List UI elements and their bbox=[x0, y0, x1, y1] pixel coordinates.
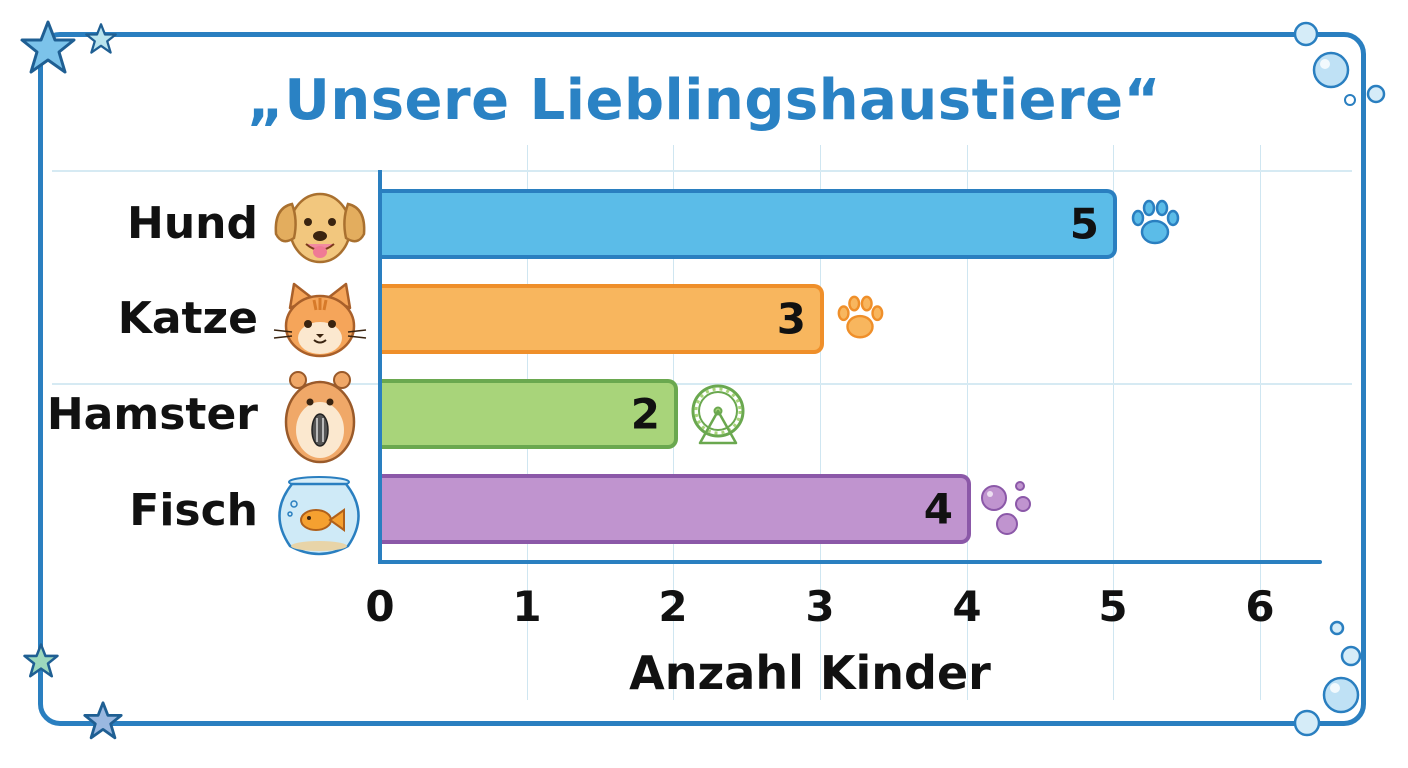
category-label-hund: Hund bbox=[127, 198, 258, 249]
grid-line bbox=[1260, 145, 1261, 700]
hamster-wheel-icon bbox=[691, 384, 745, 445]
x-axis-line bbox=[378, 560, 1322, 564]
bar-katze: 3 bbox=[382, 284, 824, 354]
grid-line bbox=[820, 145, 821, 700]
category-label-katze: Katze bbox=[117, 293, 258, 344]
star-icon bbox=[85, 23, 117, 54]
bar-value-label: 4 bbox=[923, 484, 953, 534]
bar-value-label: 3 bbox=[776, 294, 806, 344]
bubbles-decoration-icon bbox=[1293, 620, 1362, 737]
bar-hund: 5 bbox=[382, 189, 1117, 259]
x-tick-label: 1 bbox=[512, 582, 542, 631]
grid-line bbox=[52, 170, 1352, 172]
x-axis-label: Anzahl Kinder bbox=[629, 646, 991, 700]
x-tick-label: 0 bbox=[365, 582, 395, 631]
star-icon bbox=[83, 701, 123, 740]
star-icon bbox=[23, 643, 59, 678]
bar-value-label: 2 bbox=[630, 389, 660, 439]
x-tick-label: 5 bbox=[1098, 582, 1128, 631]
y-axis-line bbox=[378, 170, 382, 564]
bar-fisch: 4 bbox=[382, 474, 971, 544]
category-label-hamster: Hamster bbox=[46, 389, 258, 440]
chart-title: „Unsere Lieblingshaustiere“ bbox=[247, 68, 1161, 133]
x-tick-label: 3 bbox=[805, 582, 835, 631]
star-icon bbox=[20, 20, 76, 74]
grid-line bbox=[967, 145, 968, 700]
hamster-icon bbox=[284, 371, 356, 464]
category-label-fisch: Fisch bbox=[129, 485, 258, 536]
x-tick-label: 6 bbox=[1245, 582, 1275, 631]
paw-icon bbox=[1131, 199, 1180, 245]
bubbles-icon bbox=[981, 481, 1031, 535]
chart-frame bbox=[38, 32, 1366, 726]
bar-hamster: 2 bbox=[382, 379, 678, 449]
x-tick-label: 4 bbox=[952, 582, 982, 631]
bubbles-decoration-icon bbox=[1293, 21, 1386, 106]
x-tick-label: 2 bbox=[658, 582, 688, 631]
dog-face-icon bbox=[274, 192, 366, 264]
grid-line bbox=[1113, 145, 1114, 700]
bar-value-label: 5 bbox=[1069, 199, 1099, 249]
grid-line bbox=[52, 383, 1352, 385]
fishbowl-icon bbox=[278, 476, 360, 556]
cat-face-icon bbox=[273, 282, 367, 358]
paw-icon bbox=[837, 295, 884, 339]
